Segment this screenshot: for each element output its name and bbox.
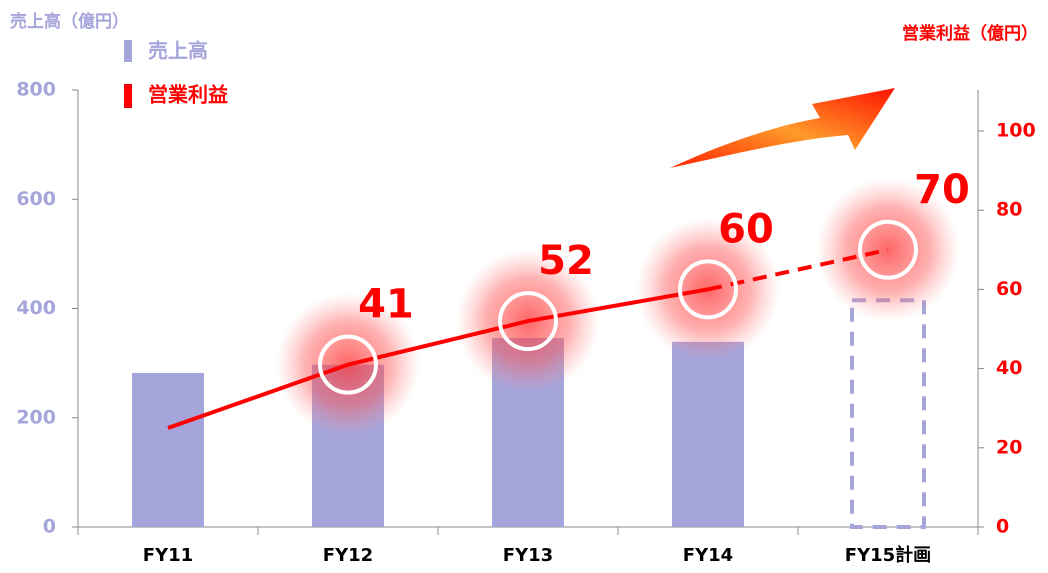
data-label: 60 [718, 206, 774, 252]
x-tick-label: FY13 [503, 545, 553, 566]
y2-tick-label: 100 [996, 120, 1036, 142]
y2-tick-label: 40 [996, 357, 1022, 379]
line-forecast [707, 247, 889, 292]
y2-tick-label: 20 [996, 436, 1022, 458]
bar [672, 341, 744, 527]
y2-tick-label: 0 [996, 516, 1009, 538]
x-tick-label: FY11 [143, 545, 193, 566]
bar [132, 372, 204, 527]
y2-axis-title: 営業利益（億円） [902, 23, 1038, 44]
data-label: 41 [358, 282, 414, 328]
legend-swatch [124, 40, 132, 62]
y2-tick-label: 60 [996, 278, 1022, 300]
y-tick-label: 200 [16, 406, 56, 428]
y-tick-label: 400 [16, 297, 56, 319]
y2-tick-label: 80 [996, 199, 1022, 221]
bar [850, 298, 926, 529]
highlight-ring [678, 259, 738, 320]
x-tick-label: FY15計画 [845, 544, 931, 566]
line [167, 287, 709, 430]
y-axis-title: 売上高（億円） [10, 11, 129, 32]
highlight-ring [858, 219, 918, 280]
highlight-glow [816, 177, 960, 322]
x-tick-label: FY14 [683, 545, 733, 566]
data-label: 70 [914, 167, 970, 213]
legend-swatch [124, 84, 132, 108]
legend-label: 営業利益 [148, 83, 228, 107]
data-label: 52 [538, 238, 594, 284]
decorative-arrow [670, 88, 895, 168]
y-tick-label: 0 [43, 516, 56, 538]
highlight-ring [318, 334, 378, 395]
y-tick-label: 600 [16, 188, 56, 210]
highlight-ring [498, 291, 558, 352]
x-tick-label: FY12 [323, 545, 373, 566]
y-tick-label: 800 [16, 79, 56, 101]
legend-label: 売上高 [148, 39, 208, 63]
